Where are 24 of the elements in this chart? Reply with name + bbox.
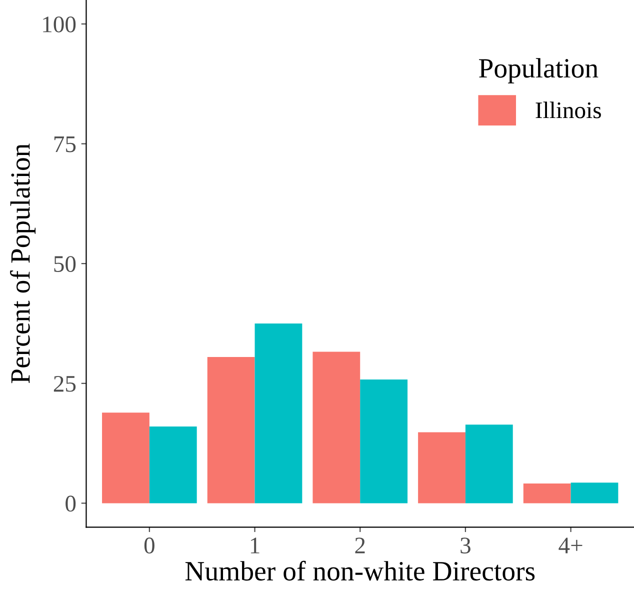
x-tick-label: 1: [250, 538, 260, 554]
y-tick-label: 25: [54, 376, 76, 392]
x-tick-label: 0: [144, 538, 154, 554]
bar: [570, 482, 618, 504]
y-tick-label: 50: [54, 256, 76, 272]
bar: [523, 484, 571, 504]
bar: [418, 432, 466, 504]
bar: [102, 412, 150, 504]
y-axis-title: Percent of Population: [10, 144, 36, 384]
bar: [465, 424, 513, 504]
bar: [207, 357, 255, 504]
x-tick-label: 3: [460, 538, 470, 554]
y-tick-label: 100: [43, 16, 76, 32]
bar: [149, 426, 197, 504]
bar: [360, 380, 408, 504]
y-tick-label: 75: [54, 136, 76, 152]
x-tick-label: 4+: [558, 538, 582, 554]
bar: [254, 323, 302, 504]
legend-label: Illinois: [536, 102, 601, 118]
x-tick-label: 2: [355, 538, 365, 554]
bar: [312, 352, 360, 504]
y-tick-label: 0: [66, 496, 76, 512]
x-axis-title: Number of non-white Directors: [185, 560, 535, 581]
legend-title: Population: [479, 58, 598, 84]
